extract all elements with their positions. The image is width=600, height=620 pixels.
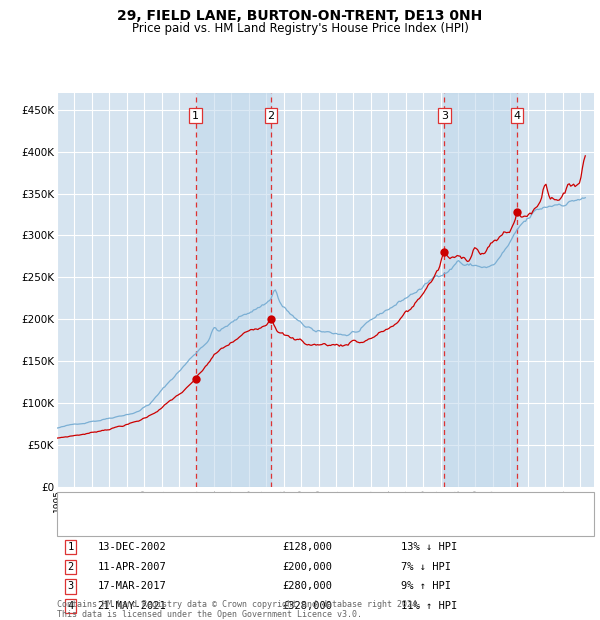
Text: 2: 2 [268, 111, 275, 121]
FancyBboxPatch shape [57, 492, 594, 536]
Text: 7% ↓ HPI: 7% ↓ HPI [401, 562, 451, 572]
Text: 3: 3 [441, 111, 448, 121]
Text: 29, FIELD LANE, BURTON-ON-TRENT, DE13 0NH: 29, FIELD LANE, BURTON-ON-TRENT, DE13 0N… [118, 9, 482, 23]
Text: 1: 1 [192, 111, 199, 121]
Text: 13-DEC-2002: 13-DEC-2002 [97, 542, 166, 552]
Text: 11% ↑ HPI: 11% ↑ HPI [401, 601, 457, 611]
Text: 1: 1 [67, 542, 74, 552]
Bar [196, 93, 271, 487]
Text: £280,000: £280,000 [283, 582, 332, 591]
Text: Price paid vs. HM Land Registry's House Price Index (HPI): Price paid vs. HM Land Registry's House … [131, 22, 469, 35]
Text: 9% ↑ HPI: 9% ↑ HPI [401, 582, 451, 591]
Bar [444, 93, 517, 487]
Text: 3: 3 [67, 582, 74, 591]
Text: HPI: Average price, detached house, East Staffordshire: HPI: Average price, detached house, East… [106, 519, 430, 529]
Text: 13% ↓ HPI: 13% ↓ HPI [401, 542, 457, 552]
Text: 11-APR-2007: 11-APR-2007 [97, 562, 166, 572]
Text: 4: 4 [67, 601, 74, 611]
Text: 17-MAR-2017: 17-MAR-2017 [97, 582, 166, 591]
Text: £200,000: £200,000 [283, 562, 332, 572]
Text: 29, FIELD LANE, BURTON-ON-TRENT, DE13 0NH (detached house): 29, FIELD LANE, BURTON-ON-TRENT, DE13 0N… [106, 498, 454, 509]
Text: Contains HM Land Registry data © Crown copyright and database right 2024.
This d: Contains HM Land Registry data © Crown c… [57, 600, 422, 619]
Text: 21-MAY-2021: 21-MAY-2021 [97, 601, 166, 611]
Text: £328,000: £328,000 [283, 601, 332, 611]
Text: £128,000: £128,000 [283, 542, 332, 552]
Text: 4: 4 [514, 111, 521, 121]
Text: 2: 2 [67, 562, 74, 572]
